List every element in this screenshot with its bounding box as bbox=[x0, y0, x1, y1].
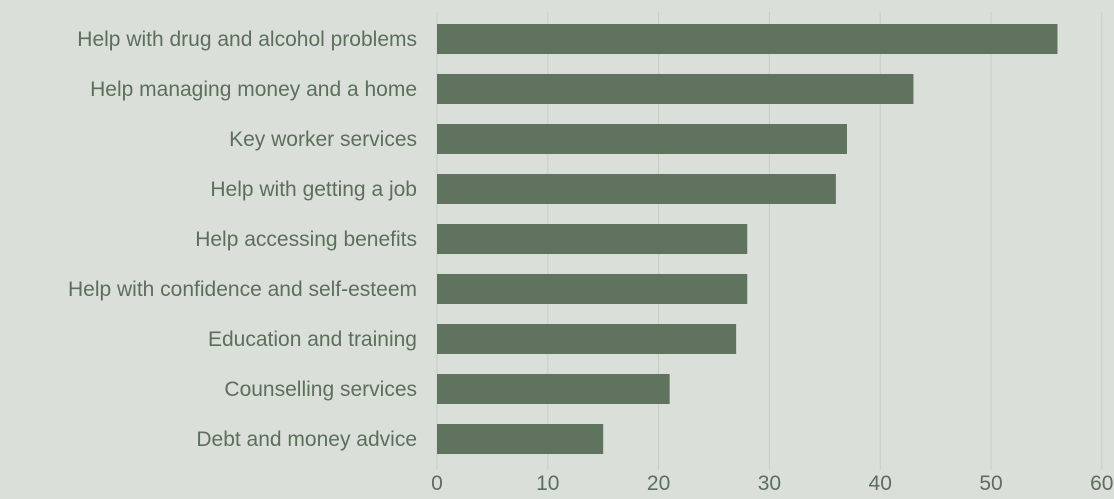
category-label: Education and training bbox=[208, 328, 417, 351]
category-labels: Help with drug and alcohol problems Help … bbox=[68, 28, 417, 451]
category-label: Key worker services bbox=[229, 128, 417, 151]
category-label: Debt and money advice bbox=[196, 428, 417, 451]
bar bbox=[437, 374, 670, 404]
category-label: Help with drug and alcohol problems bbox=[77, 28, 417, 51]
x-tick-label: 60 bbox=[1090, 472, 1113, 494]
x-tick-label: 20 bbox=[647, 472, 670, 494]
bar bbox=[437, 174, 836, 204]
category-label: Help with getting a job bbox=[210, 178, 417, 201]
x-tick-label: 10 bbox=[536, 472, 559, 494]
x-tick-label: 50 bbox=[979, 472, 1002, 494]
category-label: Help managing money and a home bbox=[90, 78, 417, 101]
x-tick-label: 40 bbox=[869, 472, 892, 494]
bar bbox=[437, 424, 604, 454]
bar bbox=[437, 324, 737, 354]
category-label: Help accessing benefits bbox=[195, 228, 417, 251]
category-label: Help with confidence and self-esteem bbox=[68, 278, 417, 301]
x-tick-label: 0 bbox=[431, 472, 443, 494]
bar bbox=[437, 74, 914, 104]
bar bbox=[437, 24, 1058, 54]
bars bbox=[437, 24, 1058, 454]
x-tick-labels: 0 10 20 30 40 50 60 bbox=[431, 472, 1113, 495]
bar bbox=[437, 224, 748, 254]
x-tick-label: 30 bbox=[758, 472, 781, 494]
category-label: Counselling services bbox=[224, 378, 417, 401]
bar bbox=[437, 124, 847, 154]
bar bbox=[437, 274, 748, 304]
